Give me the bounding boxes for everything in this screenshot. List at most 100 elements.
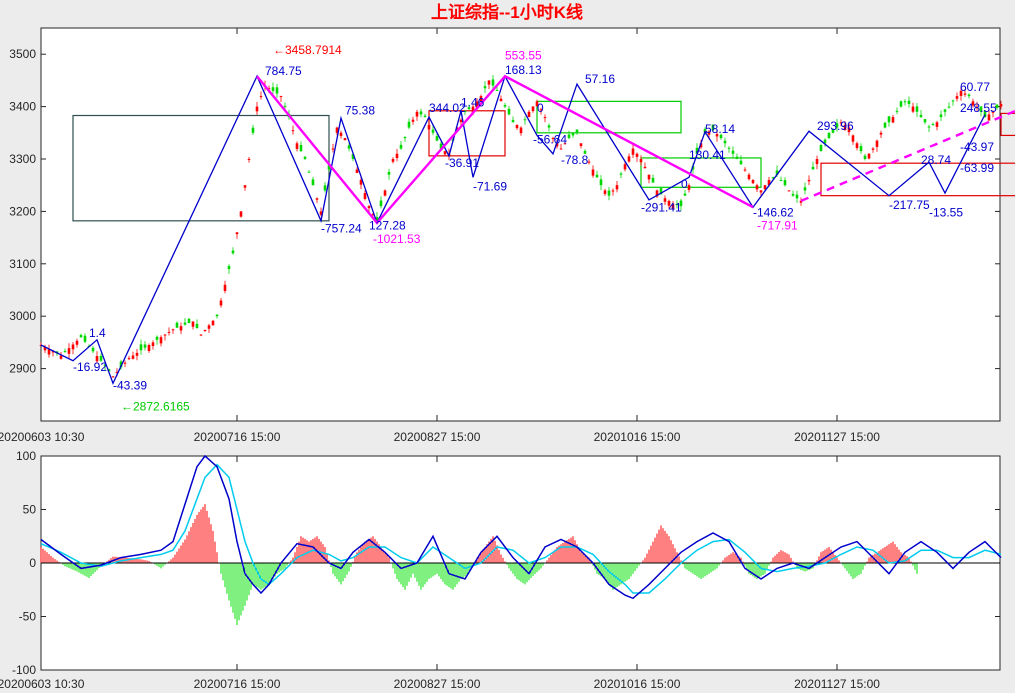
candle-body <box>891 117 895 123</box>
candle-body <box>847 127 851 133</box>
price-annotation: -291.41 <box>641 200 682 214</box>
candle-body <box>223 284 227 291</box>
candle-body <box>311 179 315 186</box>
candle-body <box>215 314 219 317</box>
candle-body <box>419 111 423 115</box>
candle-body <box>899 101 903 107</box>
candle-body <box>431 129 435 133</box>
candle-body <box>195 323 199 328</box>
candle-body <box>411 119 415 122</box>
price-annotation: 130.41 <box>689 148 726 162</box>
candle-body <box>479 96 483 102</box>
price-annotation: -36.91 <box>445 156 479 170</box>
candle-body <box>771 177 775 179</box>
candle-body <box>695 147 699 154</box>
candle-body <box>291 130 295 132</box>
candle-body <box>679 200 683 207</box>
candle-body <box>867 153 871 159</box>
candle-body <box>755 185 759 190</box>
macd-y-tick-label: -50 <box>19 610 37 624</box>
macd-x-tick-label: 20200603 10:30 <box>0 677 85 691</box>
candle-body <box>283 105 287 107</box>
candle-body <box>175 322 179 328</box>
candle-body <box>347 145 351 149</box>
candle-body <box>711 124 715 131</box>
candle-body <box>803 187 807 191</box>
candle-body <box>879 132 883 135</box>
candle-body <box>471 106 475 113</box>
candle-body <box>579 143 583 146</box>
candle-body <box>747 174 751 180</box>
price-annotation: -757.24 <box>321 221 362 235</box>
candle-body <box>483 86 487 89</box>
candle-body <box>379 200 383 207</box>
kline-x-tick-label: 20201127 15:00 <box>794 430 880 444</box>
candle-body <box>407 121 411 128</box>
price-annotation: ←2872.6165 <box>121 400 190 414</box>
candle-body <box>387 171 391 175</box>
candle-body <box>399 144 403 149</box>
price-annotation: -63.99 <box>960 161 994 175</box>
candle-body <box>819 145 823 152</box>
candle-body <box>139 344 143 351</box>
candle-body <box>351 153 355 159</box>
candle-body <box>231 250 235 254</box>
macd-panel: -100 -50 0 50 100 20200603 10:30 20200716 15:… <box>0 449 1002 691</box>
candle-body <box>375 217 379 222</box>
candle-body <box>735 156 739 159</box>
candle-body <box>923 119 927 123</box>
candle-body <box>239 211 243 217</box>
candle-body <box>211 320 215 326</box>
candle-body <box>871 148 875 150</box>
consolidation-box <box>1000 112 1015 137</box>
candle-body <box>611 190 615 192</box>
candle-body <box>343 138 347 141</box>
candle-body <box>963 93 967 95</box>
macd-x-tick-label: 20200827 15:00 <box>394 677 481 691</box>
candle-body <box>943 109 947 112</box>
candle-body <box>727 147 731 149</box>
candle-body <box>555 143 559 147</box>
candle-body <box>955 96 959 99</box>
candle-body <box>639 159 643 163</box>
candle-body <box>519 127 523 134</box>
kline-x-axis: 20200603 10:30 20200716 15:00 20200827 15:… <box>0 28 880 444</box>
candle-body <box>503 104 507 107</box>
candle-body <box>571 132 575 136</box>
candle-body <box>59 355 63 359</box>
candle-body <box>299 144 303 152</box>
kline-plot-area <box>40 27 1001 422</box>
candle-body <box>807 179 811 182</box>
candle-body <box>51 351 55 353</box>
kline-y-tick-label: 3400 <box>9 100 36 114</box>
candle-body <box>487 80 491 85</box>
candle-body <box>207 325 211 329</box>
candle-body <box>499 98 503 102</box>
candle-body <box>895 110 899 112</box>
candle-body <box>163 334 167 336</box>
price-annotation: -56.64 <box>533 132 567 146</box>
price-annotation: -16.92 <box>73 360 107 374</box>
candle-body <box>595 174 599 178</box>
candle-body <box>95 356 99 362</box>
candle-body <box>575 129 579 133</box>
candle-body <box>491 79 495 86</box>
candle-body <box>191 321 195 327</box>
candle-body <box>959 90 963 96</box>
macd-x-tick-label: 20201016 15:00 <box>594 677 681 691</box>
price-annotation: 58.14 <box>705 122 735 136</box>
candle-body <box>423 115 427 118</box>
candle-body <box>667 200 671 206</box>
candle-body <box>179 326 183 331</box>
candle-body <box>475 101 479 108</box>
candle-body <box>763 185 767 190</box>
candle-body <box>47 349 51 355</box>
kline-y-tick-label: 3200 <box>9 204 36 218</box>
price-annotation: 1.4 <box>89 326 106 340</box>
candle-body <box>631 148 635 155</box>
candle-body <box>63 351 67 353</box>
candle-body <box>887 116 891 123</box>
candle-body <box>511 120 515 123</box>
candle-body <box>67 348 71 354</box>
candle-body <box>615 185 619 190</box>
